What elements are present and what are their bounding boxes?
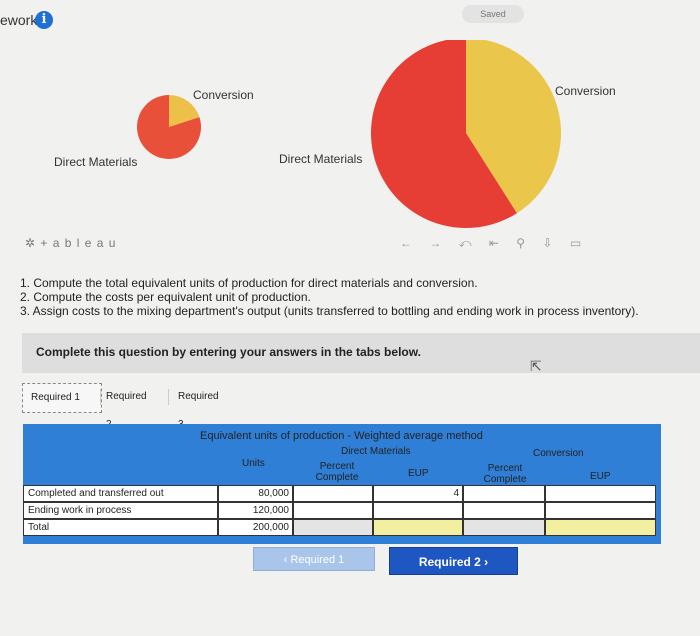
tableau-toolbar: ✲ + a b l e a u ← → ⤺ ⇤ ⚲ ⇩ ▭ bbox=[25, 236, 625, 254]
dm-percent-total-blank bbox=[293, 519, 373, 536]
tableau-controls: ← → ⤺ ⇤ ⚲ ⇩ ▭ bbox=[400, 236, 595, 251]
prev-required-button[interactable]: ‹ Required 1 bbox=[253, 547, 375, 571]
row-label-total: Total bbox=[23, 519, 218, 536]
row-label-ending-wip: Ending work in process bbox=[23, 502, 218, 519]
group-header-direct-materials: Direct Materials bbox=[341, 446, 411, 457]
redo-icon[interactable]: → bbox=[429, 236, 442, 250]
tableau-logo-text: + a b l e a u bbox=[40, 236, 117, 250]
undo-icon[interactable]: ← bbox=[400, 236, 412, 250]
top-bar: ework i Saved bbox=[0, 0, 700, 40]
tab-separator bbox=[168, 389, 169, 405]
conv-percent-total-blank bbox=[463, 519, 545, 536]
cursor-icon: ⇱ bbox=[530, 358, 542, 374]
row-label-completed: Completed and transferred out bbox=[23, 485, 218, 502]
conv-eup-input-ending-wip[interactable] bbox=[545, 502, 656, 519]
units-cell-ending-wip: 120,000 bbox=[218, 502, 293, 519]
pie-slice-conversion[interactable] bbox=[466, 40, 561, 214]
col-header-units: Units bbox=[242, 458, 265, 469]
tab-required-2[interactable]: Required 2 bbox=[106, 391, 147, 430]
app-title: ework bbox=[0, 12, 38, 28]
col-header-conv-percent: Percent Complete bbox=[483, 463, 527, 485]
large-pie-chart bbox=[371, 40, 561, 228]
conv-percent-input-ending-wip[interactable] bbox=[463, 502, 545, 519]
small-pie-chart bbox=[137, 95, 201, 159]
question-prompt-box: Complete this question by entering your … bbox=[22, 333, 700, 373]
dm-eup-input-ending-wip[interactable] bbox=[373, 502, 463, 519]
pie-slice-direct-materials[interactable] bbox=[371, 40, 517, 228]
table-title: Equivalent units of production - Weighte… bbox=[200, 430, 483, 442]
next-required-button[interactable]: Required 2 › bbox=[389, 547, 518, 575]
info-icon[interactable]: i bbox=[35, 11, 53, 29]
share-icon[interactable]: ⚲ bbox=[516, 236, 526, 250]
tableau-visualization: Conversion Direct Materials Conversion D… bbox=[0, 40, 700, 270]
dm-percent-input-ending-wip[interactable] bbox=[293, 502, 373, 519]
tableau-logo: ✲ + a b l e a u bbox=[25, 236, 116, 250]
conv-eup-input-completed[interactable] bbox=[545, 485, 656, 502]
conv-eup-total[interactable] bbox=[545, 519, 656, 536]
pie-charts bbox=[137, 40, 561, 228]
col-header-dm-percent: Percent Complete bbox=[315, 461, 359, 483]
instruction-1: 1. Compute the total equivalent units of… bbox=[20, 276, 478, 290]
col-header-conv-eup: EUP bbox=[590, 471, 611, 482]
dm-eup-input-completed[interactable]: 4 bbox=[373, 485, 463, 502]
instruction-2: 2. Compute the costs per equivalent unit… bbox=[20, 290, 311, 304]
instruction-3: 3. Assign costs to the mixing department… bbox=[20, 304, 639, 318]
conv-percent-input-completed[interactable] bbox=[463, 485, 545, 502]
tab-separator bbox=[100, 389, 101, 405]
dm-eup-total[interactable] bbox=[373, 519, 463, 536]
dm-percent-input-completed[interactable] bbox=[293, 485, 373, 502]
large-pie-label-direct-materials: Direct Materials bbox=[279, 152, 363, 166]
pie-slice-direct-materials[interactable] bbox=[137, 95, 201, 159]
small-pie-label-direct-materials: Direct Materials bbox=[54, 155, 138, 169]
units-cell-total: 200,000 bbox=[218, 519, 293, 536]
tab-required-3[interactable]: Required 3 bbox=[178, 391, 219, 430]
units-cell-completed: 80,000 bbox=[218, 485, 293, 502]
reset-icon[interactable]: ⇤ bbox=[488, 236, 499, 250]
saved-status-badge: Saved bbox=[462, 5, 524, 23]
download-icon[interactable]: ⇩ bbox=[542, 236, 553, 250]
small-pie-label-conversion: Conversion bbox=[193, 88, 254, 102]
equivalent-units-table: Equivalent units of production - Weighte… bbox=[23, 424, 661, 544]
fullscreen-icon[interactable]: ▭ bbox=[569, 236, 582, 250]
instructions: 1. Compute the total equivalent units of… bbox=[20, 276, 639, 318]
large-pie-label-conversion: Conversion bbox=[555, 84, 616, 98]
group-header-conversion: Conversion bbox=[533, 448, 584, 459]
tab-required-1[interactable]: Required 1 bbox=[22, 383, 102, 413]
pie-slice-conversion[interactable] bbox=[169, 95, 200, 127]
col-header-dm-eup: EUP bbox=[408, 468, 429, 479]
question-prompt: Complete this question by entering your … bbox=[36, 345, 421, 359]
tableau-mark-icon: ✲ bbox=[25, 236, 41, 250]
revert-icon[interactable]: ⤺ bbox=[458, 236, 472, 250]
